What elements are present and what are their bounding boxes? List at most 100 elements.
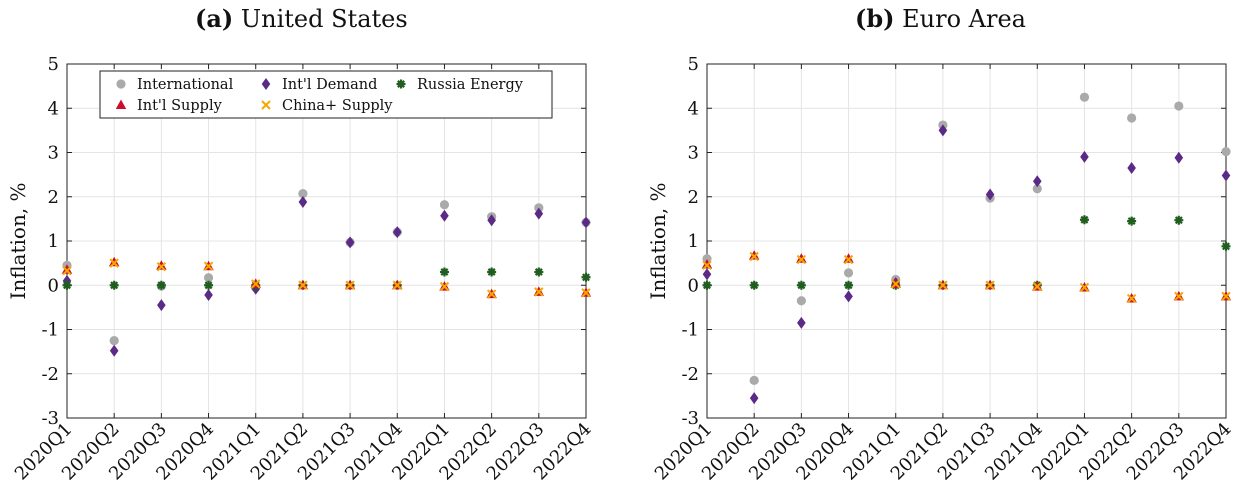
point-international (702, 254, 712, 264)
point-china-supply (891, 279, 901, 289)
point-int-l-demand (1127, 161, 1136, 174)
y-tick-label: -2 (41, 364, 59, 385)
point-china-supply (1126, 293, 1137, 304)
point-int-l-demand (797, 316, 806, 329)
panel-a-letter: (a) (195, 4, 234, 33)
legend-label: China+ Supply (282, 98, 393, 114)
point-russia-energy (1221, 241, 1231, 251)
panel-a-name: United States (240, 5, 408, 33)
point-int-l-demand (392, 226, 402, 239)
point-russia-energy (796, 280, 806, 290)
point-russia-energy (534, 267, 544, 277)
point-china-supply (749, 251, 759, 262)
point-int-l-demand (844, 290, 853, 303)
point-int-l-demand (1080, 150, 1089, 163)
point-russia-energy (62, 280, 72, 290)
y-tick-label: -1 (681, 320, 699, 341)
panel-b-name: Euro Area (902, 5, 1026, 33)
y-tick-label: 4 (688, 98, 699, 119)
y-tick-label: 2 (48, 187, 59, 208)
point-china-supply (392, 280, 402, 290)
point-int-l-supply (61, 264, 73, 274)
y-tick-label: 5 (688, 54, 699, 75)
legend-marker (261, 100, 271, 110)
point-china-supply (843, 254, 854, 265)
point-international (1079, 92, 1090, 102)
legend-label: Int'l Supply (137, 98, 223, 114)
point-int-l-demand (345, 236, 355, 249)
y-tick-label: 3 (688, 143, 699, 164)
point-international (439, 200, 450, 210)
point-china-supply (62, 265, 72, 276)
point-china-supply (1174, 291, 1184, 302)
point-int-l-demand (1032, 175, 1042, 188)
legend-label: Russia Energy (417, 77, 524, 93)
point-international (1174, 101, 1184, 111)
point-international (1127, 113, 1137, 123)
point-international (203, 273, 214, 283)
point-china-supply (581, 288, 591, 298)
point-china-supply (534, 287, 544, 297)
legend-label: International (137, 77, 234, 93)
point-china-supply (1221, 291, 1231, 302)
point-international (109, 335, 119, 346)
legend-marker (115, 99, 127, 109)
point-international (749, 375, 759, 385)
y-tick-label: -2 (681, 364, 699, 385)
point-int-l-supply (156, 260, 167, 270)
point-int-l-supply (108, 256, 120, 267)
y-tick-label: 0 (48, 275, 59, 296)
point-russia-energy (844, 280, 854, 290)
y-axis-label: Inflation, % (6, 182, 30, 299)
y-tick-label: 2 (688, 187, 699, 208)
point-china-supply (251, 279, 261, 289)
point-russia-energy (1174, 215, 1184, 225)
y-tick-label: 5 (48, 54, 59, 75)
point-int-l-demand (938, 124, 948, 137)
legend-marker (261, 78, 271, 90)
point-int-l-demand (204, 288, 213, 301)
y-tick-label: 4 (48, 98, 59, 119)
point-int-l-demand (157, 299, 166, 312)
point-int-l-demand (749, 392, 759, 405)
chart-panel-b: -3-2-10123452020Q12020Q22020Q32020Q42021… (646, 54, 1236, 484)
point-china-supply (702, 260, 712, 271)
legend-label: Int'l Demand (282, 77, 377, 93)
point-international (796, 296, 806, 306)
point-int-l-demand (534, 207, 544, 220)
point-china-supply (985, 280, 995, 290)
panel-b-letter: (b) (855, 4, 895, 33)
point-china-supply (109, 258, 119, 268)
point-russia-energy (439, 267, 449, 277)
y-tick-label: 0 (688, 275, 699, 296)
legend-box (99, 70, 553, 119)
point-int-l-supply (796, 253, 807, 263)
point-russia-energy (109, 280, 119, 290)
point-russia-energy (1079, 215, 1089, 225)
y-tick-label: -3 (41, 408, 59, 429)
point-russia-energy (702, 280, 712, 290)
point-int-l-supply (748, 250, 760, 260)
y-tick-label: -1 (41, 320, 59, 341)
point-china-supply (156, 261, 167, 272)
point-china-supply (486, 289, 497, 299)
point-int-l-demand (1221, 169, 1231, 182)
point-china-supply (345, 280, 355, 290)
point-international (843, 268, 854, 278)
chart-panel-a: -3-2-10123452020Q12020Q22020Q32020Q42021… (6, 54, 596, 484)
point-china-supply (298, 280, 308, 290)
panel-a-title: (a) United States (195, 4, 408, 33)
point-china-supply (439, 281, 450, 292)
point-china-supply (1079, 282, 1090, 293)
point-int-l-demand (1174, 151, 1184, 164)
point-int-l-demand (985, 188, 995, 201)
point-int-l-demand (298, 196, 308, 209)
y-tick-label: 3 (48, 143, 59, 164)
point-int-l-demand (109, 344, 119, 357)
y-tick-label: 1 (48, 231, 59, 252)
point-international (1032, 184, 1042, 194)
panel-b-title: (b) Euro Area (855, 4, 1026, 33)
point-international (298, 189, 308, 199)
point-int-l-demand (487, 214, 496, 227)
